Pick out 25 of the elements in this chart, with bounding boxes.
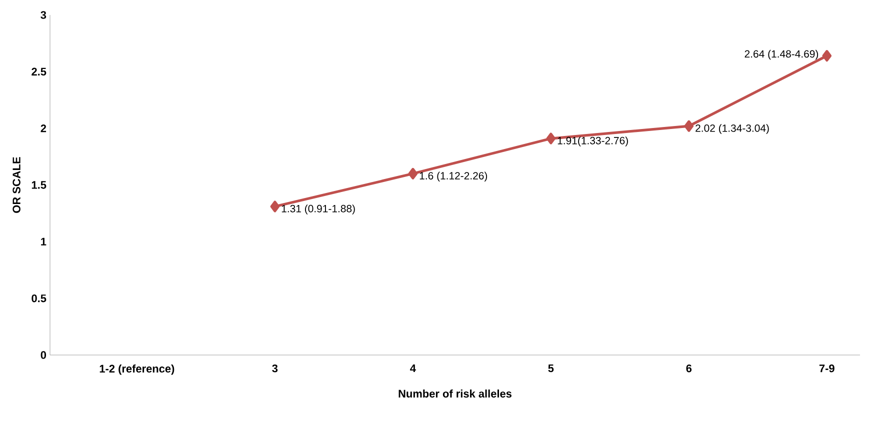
point <box>546 132 556 144</box>
x-tick-label: 4 <box>410 364 416 372</box>
y-tick-label: 2 <box>40 124 46 132</box>
x-axis-title: Number of risk alleles <box>398 390 512 398</box>
data-label: 1.31 (0.91-1.88) <box>282 204 355 214</box>
point <box>408 168 418 180</box>
point <box>684 120 694 132</box>
x-tick-label: 3 <box>272 364 278 372</box>
y-tick-label: 3 <box>40 11 46 19</box>
y-tick-label: 0 <box>40 351 46 359</box>
x-tick-label: 6 <box>686 364 692 372</box>
data-label: 1.6 (1.12-2.26) <box>420 172 488 182</box>
x-tick-label: 1-2 (reference) <box>100 364 174 375</box>
y-tick-label: 0.5 <box>32 294 46 302</box>
y-tick-label: 1.5 <box>32 181 46 189</box>
data-label: 1.91(1.33-2.76) <box>558 136 628 146</box>
point <box>822 50 832 62</box>
point <box>270 200 280 212</box>
y-axis-title: OR SCALE <box>12 157 20 213</box>
x-tick-label: 7-9 <box>819 364 834 372</box>
data-label: 2.64 (1.48-4.69) <box>744 50 818 60</box>
x-tick-label: 5 <box>548 364 554 372</box>
data-label: 2.02 (1.34-3.04) <box>696 124 769 134</box>
y-tick-label: 2.5 <box>32 68 46 76</box>
y-tick-label: 1 <box>41 238 46 246</box>
